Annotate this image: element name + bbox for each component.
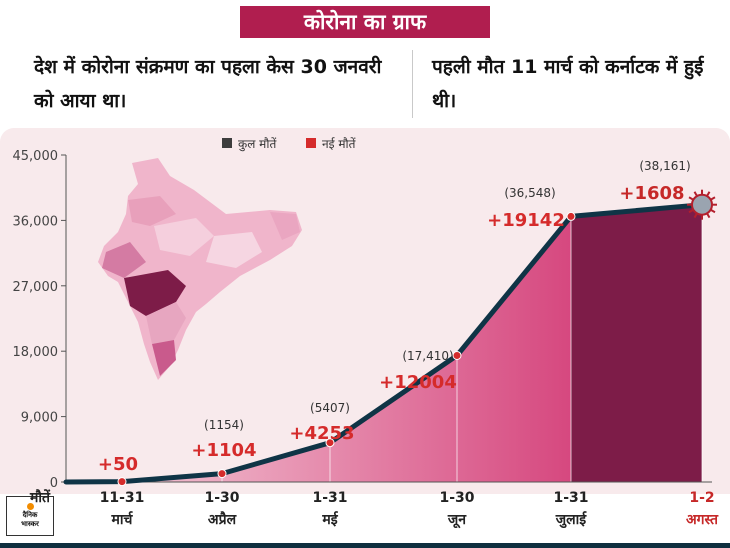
data-point: [566, 211, 576, 221]
x-tick-label: अगस्त: [686, 512, 719, 528]
x-tick-label: 11-31: [100, 490, 145, 506]
x-tick-label: जून: [447, 512, 467, 529]
chart-title: कोरोना का ग्राफ: [240, 6, 490, 38]
legend-new-label: नई मौतें: [322, 137, 357, 151]
x-tick-label: मई: [321, 511, 338, 528]
area-cumulative: [66, 216, 571, 483]
bottom-rule: [0, 543, 730, 548]
logo-line-2: भास्कर: [21, 520, 39, 528]
x-tick-label: 1-31: [312, 490, 347, 506]
legend-new-swatch: [306, 138, 316, 148]
x-tick-label: 1-30: [204, 490, 239, 506]
first-case-note: देश में कोरोना संक्रमण का पहला केस 30 जन…: [34, 56, 382, 112]
new-deaths-label: +19142: [487, 210, 565, 231]
virus-icon: [691, 193, 713, 216]
data-point: [117, 477, 127, 487]
y-tick-label: 0: [50, 476, 58, 491]
x-tick-label: अप्रैल: [208, 511, 237, 528]
x-tick-label: 1-30: [439, 490, 474, 506]
total-deaths-label: (36,548): [504, 186, 555, 200]
x-row-label: मौतें: [29, 489, 51, 506]
y-tick-label: 18,000: [13, 345, 59, 360]
legend-total-label: कुल मौतें: [238, 137, 277, 152]
logo-sun-icon: [26, 503, 34, 510]
new-deaths-label: +50: [98, 454, 138, 475]
x-tick-label: जुलाई: [555, 511, 588, 529]
new-deaths-label: +12004: [379, 372, 457, 393]
india-map-icon: [98, 158, 302, 380]
y-tick-label: 45,000: [13, 149, 59, 164]
y-tick-label: 27,000: [13, 280, 59, 295]
first-death-note: पहली मौत 11 मार्च को कर्नाटक में हुई थी।: [432, 56, 704, 112]
total-deaths-label: (5407): [310, 401, 350, 415]
new-deaths-label: +4253: [289, 423, 354, 444]
legend-total-swatch: [222, 138, 232, 148]
total-deaths-label: (1154): [204, 418, 244, 432]
header-divider: [412, 50, 413, 118]
data-point: [217, 469, 227, 479]
x-tick-label: 1-2: [689, 490, 714, 506]
logo-line-1: दैनिक: [22, 511, 38, 519]
data-point: [452, 350, 462, 360]
data-point: [325, 438, 335, 448]
total-deaths-label: (17,410): [402, 349, 453, 363]
new-deaths-label: +1104: [191, 440, 256, 461]
publisher-logo: दैनिक भास्कर: [6, 496, 54, 536]
x-tick-label: 1-31: [553, 490, 588, 506]
y-tick-label: 9,000: [21, 411, 58, 426]
y-tick-label: 36,000: [13, 214, 59, 229]
total-deaths-label: (38,161): [639, 159, 690, 173]
x-tick-label: मार्च: [111, 511, 134, 528]
new-deaths-label: +1608: [619, 183, 684, 204]
area-august: [571, 204, 702, 483]
